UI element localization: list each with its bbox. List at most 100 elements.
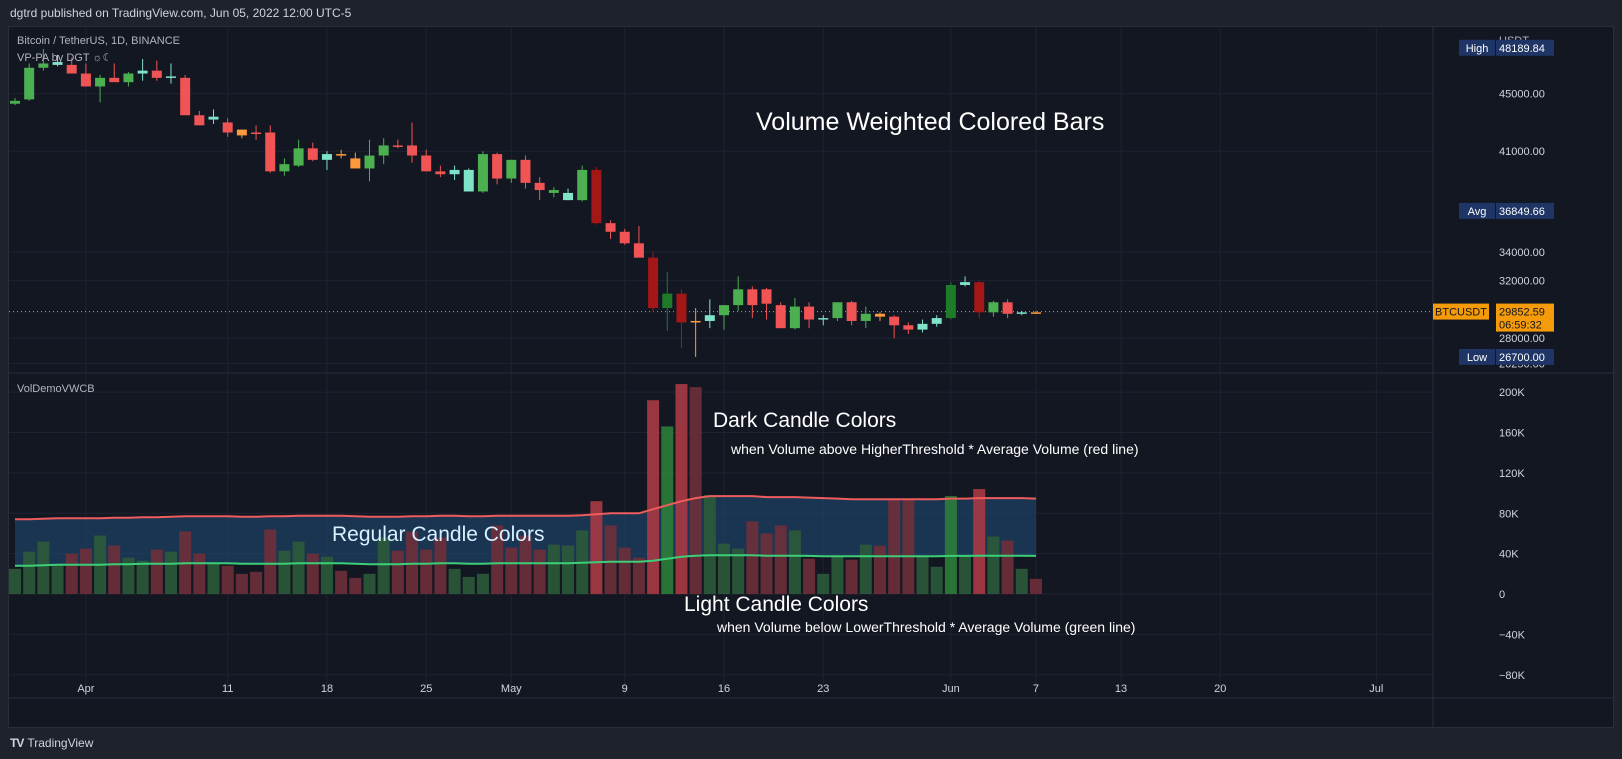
candles (9, 49, 1433, 357)
candle-body-19 (279, 164, 290, 172)
last-symbol-label: BTCUSDT (1435, 307, 1487, 319)
candle-body-63 (903, 325, 914, 330)
candle-body-9 (137, 70, 148, 74)
volume-bar-70 (1001, 540, 1014, 595)
volume-bar-63 (902, 499, 915, 595)
candle-body-23 (336, 154, 347, 156)
stat-value-2: 26700.00 (1499, 352, 1545, 364)
candle-body-6 (95, 77, 106, 87)
price-tick-0: 45000.00 (1499, 89, 1545, 101)
candle-body-50 (719, 305, 729, 316)
candle-body-55 (789, 306, 800, 329)
candle-body-35 (506, 159, 517, 179)
volume-bar-62 (888, 499, 901, 595)
volume-bar-51 (732, 548, 745, 595)
time-tick-1: 11 (222, 683, 233, 695)
volume-bar-22 (320, 556, 333, 595)
volume-bar-56 (803, 558, 816, 595)
vol-tick-3: 80K (1499, 508, 1519, 520)
annotation-light: Light Candle Colors (684, 593, 868, 616)
time-tick-12: Jul (1369, 683, 1383, 695)
candle-body-2 (38, 63, 49, 68)
volume-bar-54 (774, 525, 787, 595)
candle-body-47 (676, 293, 687, 323)
candle-body-36 (520, 159, 531, 183)
time-tick-9: 7 (1033, 683, 1039, 695)
volume-bar-21 (306, 553, 319, 595)
candle-body-61 (874, 313, 885, 317)
volume-bar-13 (193, 553, 206, 595)
stat-label-bg-2 (1459, 348, 1495, 365)
candle-body-64 (917, 323, 928, 330)
candle-body-45 (648, 257, 659, 309)
candle-body-70 (1002, 302, 1013, 314)
last-countdown: 06:59:32 (1499, 320, 1542, 332)
volume-bar-49 (703, 495, 716, 595)
candle-body-28 (407, 145, 418, 156)
volume-bar-52 (746, 521, 759, 595)
indicator-vol[interactable]: VolDemoVWCB (17, 383, 95, 395)
price-labels: High 48189.84 Avg 36849.66 Low 26700.00 BTCUSD… (1433, 39, 1554, 365)
threshold-lines (15, 495, 1037, 567)
volume-bar-68 (973, 489, 986, 595)
tradingview-logo[interactable]: TV (10, 736, 24, 750)
volume-bar-7 (108, 545, 121, 595)
candle-body-25 (364, 155, 375, 169)
candle-body-46 (662, 293, 673, 309)
candle-body-7 (109, 77, 120, 83)
candle-body-3 (52, 62, 63, 65)
candle-body-0 (10, 100, 20, 104)
candle-body-16 (236, 129, 247, 136)
candle-body-52 (747, 289, 758, 306)
footer-brand[interactable]: TradingView (27, 736, 94, 750)
price-axes: 45000.00 41000.00 34000.00 32000.00 28000.00… (1499, 89, 1545, 682)
candle-body-42 (605, 223, 616, 232)
last-value: 29852.59 (1499, 307, 1545, 319)
candle-body-53 (761, 289, 772, 304)
candle-body-51 (733, 289, 744, 306)
candle-body-39 (563, 192, 574, 201)
time-tick-4: May (501, 683, 522, 695)
candle-body-11 (165, 76, 176, 78)
vol-tick-0: 200K (1499, 387, 1525, 399)
candle-body-14 (208, 116, 219, 120)
symbol-title[interactable]: Bitcoin / TetherUS, 1D, BINANCE (17, 35, 180, 47)
candle-body-33 (477, 154, 488, 192)
volume-bar-53 (760, 533, 773, 595)
candle-body-17 (251, 132, 262, 135)
chart-frame[interactable]: 45000.00 41000.00 34000.00 32000.00 28000.00… (8, 26, 1615, 729)
stat-label-bg-0 (1459, 39, 1495, 56)
volume-bar-38 (547, 544, 560, 595)
volume-bar-58 (831, 555, 844, 595)
candle-body-67 (960, 282, 971, 285)
annotation-light-sub: when Volume below LowerThreshold * Avera… (716, 619, 1135, 635)
volume-bar-71 (1015, 568, 1028, 595)
volume-bar-55 (788, 530, 801, 595)
volume-bar-61 (873, 545, 886, 595)
volume-bar-65 (930, 566, 943, 595)
price-tick-1: 41000.00 (1499, 146, 1545, 158)
volume-bar-72 (1029, 578, 1042, 595)
stat-label-2: Low (1467, 352, 1487, 364)
time-tick-5: 9 (622, 683, 628, 695)
volume-bar-29 (420, 549, 433, 595)
time-tick-10: 13 (1115, 683, 1127, 695)
volume-bar-42 (604, 525, 617, 595)
candle-body-26 (378, 145, 389, 156)
time-axis[interactable]: Apr 11 18 25 May 9 16 23 Jun 7 13 20 Jul (77, 683, 1383, 695)
volume-bar-37 (533, 549, 546, 595)
volume-bars (9, 384, 1042, 595)
vol-tick-2: 120K (1499, 468, 1525, 480)
volume-bar-46 (661, 426, 674, 595)
candle-body-20 (293, 148, 304, 166)
candle-body-10 (151, 70, 162, 78)
stat-value-bg-1 (1496, 202, 1554, 219)
chart-canvas[interactable]: 45000.00 41000.00 34000.00 32000.00 28000.00… (9, 27, 1615, 729)
candle-body-66 (945, 285, 956, 319)
indicator-vp[interactable]: VP-PA by DGT ☼☾ (17, 52, 112, 64)
candle-body-5 (80, 73, 91, 87)
candle-body-56 (804, 306, 815, 320)
candle-body-68 (974, 282, 985, 313)
time-tick-6: 16 (718, 683, 730, 695)
time-tick-0: Apr (77, 683, 94, 695)
